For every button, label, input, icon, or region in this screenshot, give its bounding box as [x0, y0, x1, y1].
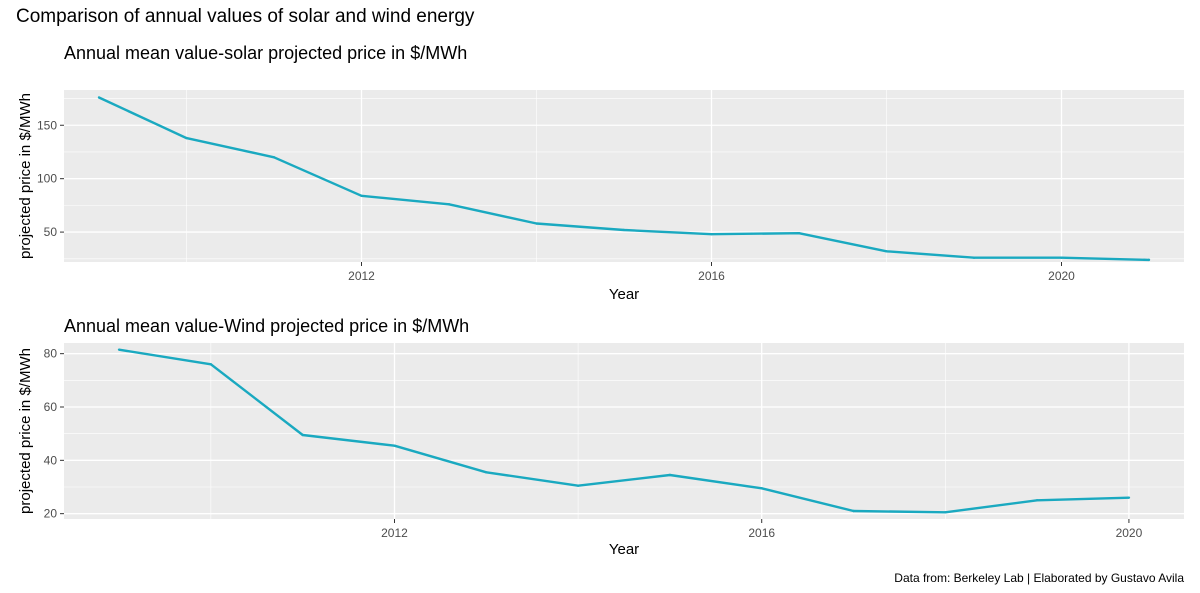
solar-y-tick-label: 100: [37, 172, 57, 186]
wind-x-tick-label: 2012: [381, 526, 408, 540]
solar-data-point: [360, 194, 363, 197]
wind-data-point: [668, 473, 672, 477]
wind-x-tick-label: 2016: [748, 526, 775, 540]
solar-data-point: [185, 136, 188, 140]
solar-data-point: [447, 203, 451, 206]
solar-data-point: [97, 96, 101, 99]
solar-y-tick-label: 50: [44, 225, 58, 239]
solar-data-point: [622, 228, 626, 232]
solar-y-tick-label: 150: [37, 118, 57, 132]
wind-panel-title: Annual mean value-Wind projected price i…: [64, 316, 469, 336]
wind-data-point: [209, 363, 213, 366]
solar-x-axis-title: Year: [609, 286, 639, 303]
solar-data-point: [1147, 258, 1151, 262]
wind-y-tick-label: 40: [44, 453, 58, 467]
solar-data-point: [885, 250, 888, 253]
page-title: Comparison of annual values of solar and…: [16, 6, 475, 27]
wind-data-point: [944, 511, 947, 514]
solar-panel-title: Annual mean value-solar projected price …: [64, 43, 467, 63]
source-caption: Data from: Berkeley Lab | Elaborated by …: [894, 571, 1184, 585]
solar-data-point: [797, 231, 801, 235]
solar-data-point: [972, 256, 976, 259]
solar-data-point: [272, 156, 276, 159]
wind-data-point: [760, 487, 763, 490]
wind-data-point: [852, 509, 855, 513]
solar-y-axis-title: projected price in $/MWh: [17, 93, 34, 259]
wind-data-point: [576, 484, 580, 487]
wind-x-axis-title: Year: [609, 541, 639, 558]
wind-series-line: [118, 348, 1129, 514]
wind-chart-panel: Annual mean value-Wind projected price i…: [17, 316, 1184, 558]
wind-plot-background: [64, 343, 1184, 519]
wind-data-point: [301, 433, 304, 437]
solar-chart-panel: Annual mean value-solar projected price …: [17, 43, 1184, 303]
wind-y-tick-label: 60: [44, 400, 58, 414]
wind-y-axis-title: projected price in $/MWh: [17, 348, 34, 514]
solar-data-point: [535, 222, 538, 225]
solar-data-point: [710, 233, 713, 236]
solar-plot-background: [64, 90, 1184, 262]
solar-x-tick-label: 2016: [698, 269, 725, 283]
wind-data-point: [1127, 496, 1131, 499]
wind-data-point: [1035, 499, 1039, 502]
wind-y-tick-label: 20: [44, 507, 58, 521]
solar-x-tick-label: 2012: [348, 269, 375, 283]
wind-data-point: [393, 444, 396, 447]
wind-y-tick-label: 80: [44, 347, 58, 361]
wind-data-point: [117, 348, 121, 351]
wind-data-point: [485, 471, 488, 474]
solar-data-point: [1060, 256, 1063, 259]
wind-x-tick-label: 2020: [1116, 526, 1143, 540]
solar-x-tick-label: 2020: [1048, 269, 1075, 283]
